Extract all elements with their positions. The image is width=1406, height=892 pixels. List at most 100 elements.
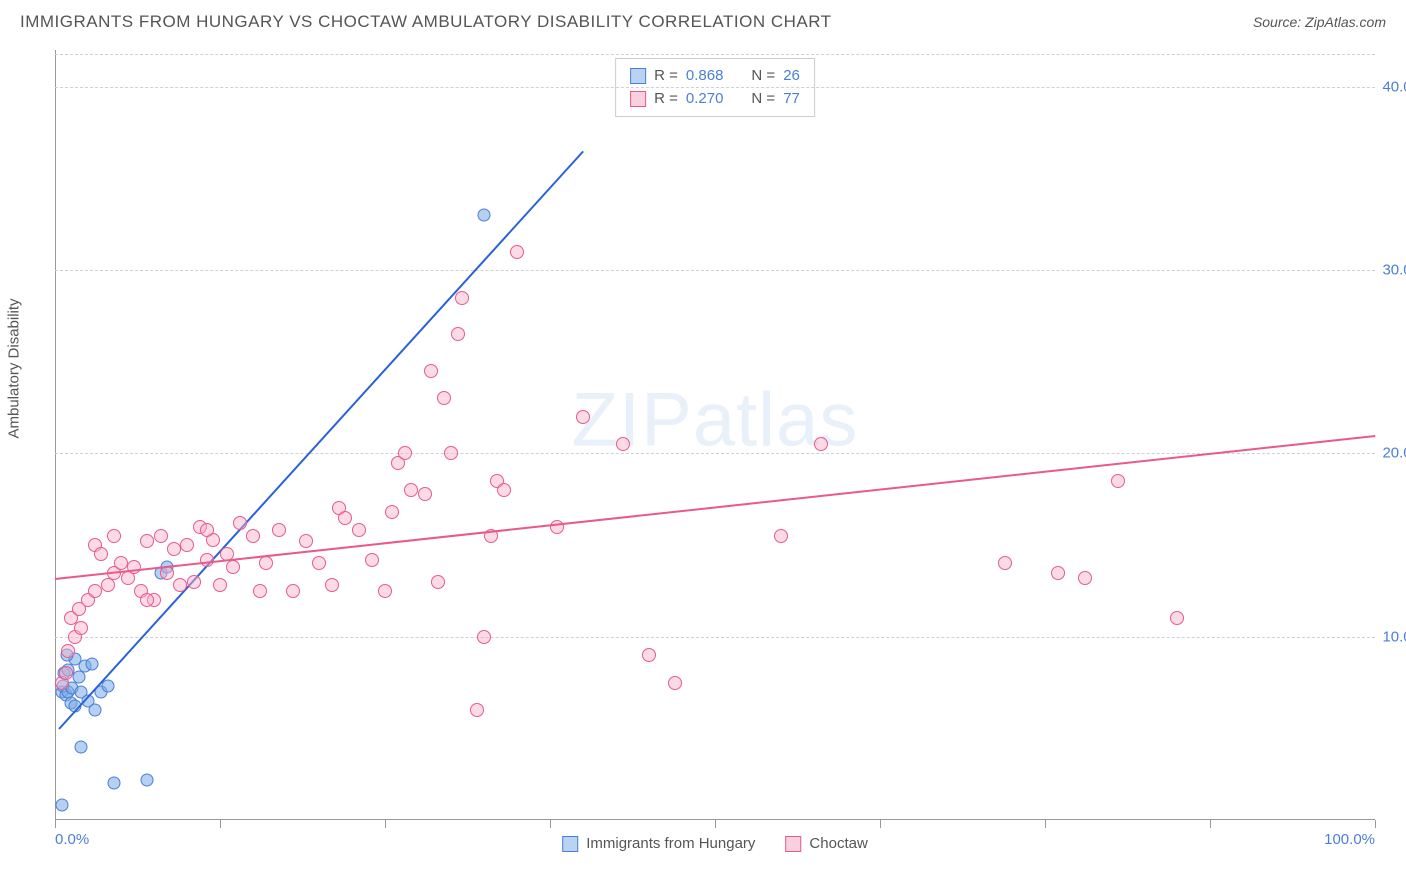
data-point xyxy=(365,553,379,567)
series-legend: Immigrants from Hungary Choctaw xyxy=(562,835,868,852)
x-tick xyxy=(715,820,716,828)
series-legend-item: Choctaw xyxy=(785,835,867,852)
n-label: N = xyxy=(751,88,775,111)
data-point xyxy=(94,547,108,561)
data-point xyxy=(85,658,98,671)
data-point xyxy=(642,648,656,662)
data-point xyxy=(497,483,511,497)
data-point xyxy=(226,560,240,574)
n-label: N = xyxy=(751,65,775,88)
r-label: R = xyxy=(654,65,678,88)
y-axis-label: Ambulatory Disability xyxy=(6,298,23,438)
data-point xyxy=(74,621,88,635)
data-point xyxy=(272,523,286,537)
trend-line xyxy=(55,435,1375,580)
data-point xyxy=(1170,611,1184,625)
series-legend-label: Choctaw xyxy=(809,835,867,852)
data-point xyxy=(325,578,339,592)
data-point xyxy=(437,391,451,405)
data-point xyxy=(398,446,412,460)
x-tick xyxy=(1210,820,1211,828)
x-tick-label: 100.0% xyxy=(1324,831,1375,848)
r-label: R = xyxy=(654,88,678,111)
x-tick xyxy=(1375,820,1376,828)
data-point xyxy=(616,437,630,451)
grid-line xyxy=(55,54,1375,55)
n-value: 26 xyxy=(783,65,800,88)
data-point xyxy=(101,578,115,592)
data-point xyxy=(510,245,524,259)
grid-line xyxy=(55,453,1375,454)
watermark: ZIPatlas xyxy=(572,376,859,463)
legend-swatch xyxy=(630,91,646,107)
data-point xyxy=(173,578,187,592)
data-point xyxy=(1111,474,1125,488)
data-point xyxy=(107,529,121,543)
data-point xyxy=(200,523,214,537)
grid-line xyxy=(55,637,1375,638)
data-point xyxy=(213,578,227,592)
x-tick xyxy=(55,820,56,828)
data-point xyxy=(88,584,102,598)
grid-line xyxy=(55,87,1375,88)
data-point xyxy=(75,740,88,753)
data-point xyxy=(140,534,154,548)
data-point xyxy=(167,542,181,556)
data-point xyxy=(385,505,399,519)
series-legend-label: Immigrants from Hungary xyxy=(586,835,755,852)
data-point xyxy=(200,553,214,567)
legend-swatch xyxy=(630,68,646,84)
n-value: 77 xyxy=(783,88,800,111)
chart-plot-area: ZIPatlas R =0.868N =26R =0.270N =77 Immi… xyxy=(55,50,1375,820)
x-tick xyxy=(385,820,386,828)
data-point xyxy=(470,703,484,717)
data-point xyxy=(312,556,326,570)
x-tick xyxy=(220,820,221,828)
data-point xyxy=(55,799,68,812)
data-point xyxy=(418,487,432,501)
data-point xyxy=(477,630,491,644)
data-point xyxy=(140,593,154,607)
data-point xyxy=(668,676,682,690)
data-point xyxy=(61,644,75,658)
x-tick xyxy=(550,820,551,828)
data-point xyxy=(299,534,313,548)
y-tick-label: 20.0% xyxy=(1382,445,1406,462)
legend-swatch xyxy=(785,836,801,852)
data-point xyxy=(1051,566,1065,580)
data-point xyxy=(338,511,352,525)
x-tick xyxy=(880,820,881,828)
trend-line xyxy=(58,151,584,730)
data-point xyxy=(550,520,564,534)
legend-swatch xyxy=(562,836,578,852)
data-point xyxy=(187,575,201,589)
data-point xyxy=(576,410,590,424)
x-tick-label: 0.0% xyxy=(55,831,89,848)
data-point xyxy=(88,704,101,717)
data-point xyxy=(378,584,392,598)
data-point xyxy=(72,671,85,684)
data-point xyxy=(455,291,469,305)
data-point xyxy=(774,529,788,543)
data-point xyxy=(352,523,366,537)
data-point xyxy=(451,327,465,341)
grid-line xyxy=(55,270,1375,271)
data-point xyxy=(424,364,438,378)
data-point xyxy=(998,556,1012,570)
data-point xyxy=(246,529,260,543)
y-tick-label: 10.0% xyxy=(1382,628,1406,645)
data-point xyxy=(141,773,154,786)
source-attribution: Source: ZipAtlas.com xyxy=(1253,14,1386,30)
y-tick-label: 40.0% xyxy=(1382,78,1406,95)
data-point xyxy=(431,575,445,589)
data-point xyxy=(114,556,128,570)
chart-title: IMMIGRANTS FROM HUNGARY VS CHOCTAW AMBUL… xyxy=(20,12,832,32)
data-point xyxy=(286,584,300,598)
correlation-legend-row: R =0.868N =26 xyxy=(630,65,800,88)
data-point xyxy=(59,666,73,680)
data-point xyxy=(404,483,418,497)
correlation-legend-row: R =0.270N =77 xyxy=(630,88,800,111)
data-point xyxy=(444,446,458,460)
series-legend-item: Immigrants from Hungary xyxy=(562,835,755,852)
y-tick-label: 30.0% xyxy=(1382,262,1406,279)
